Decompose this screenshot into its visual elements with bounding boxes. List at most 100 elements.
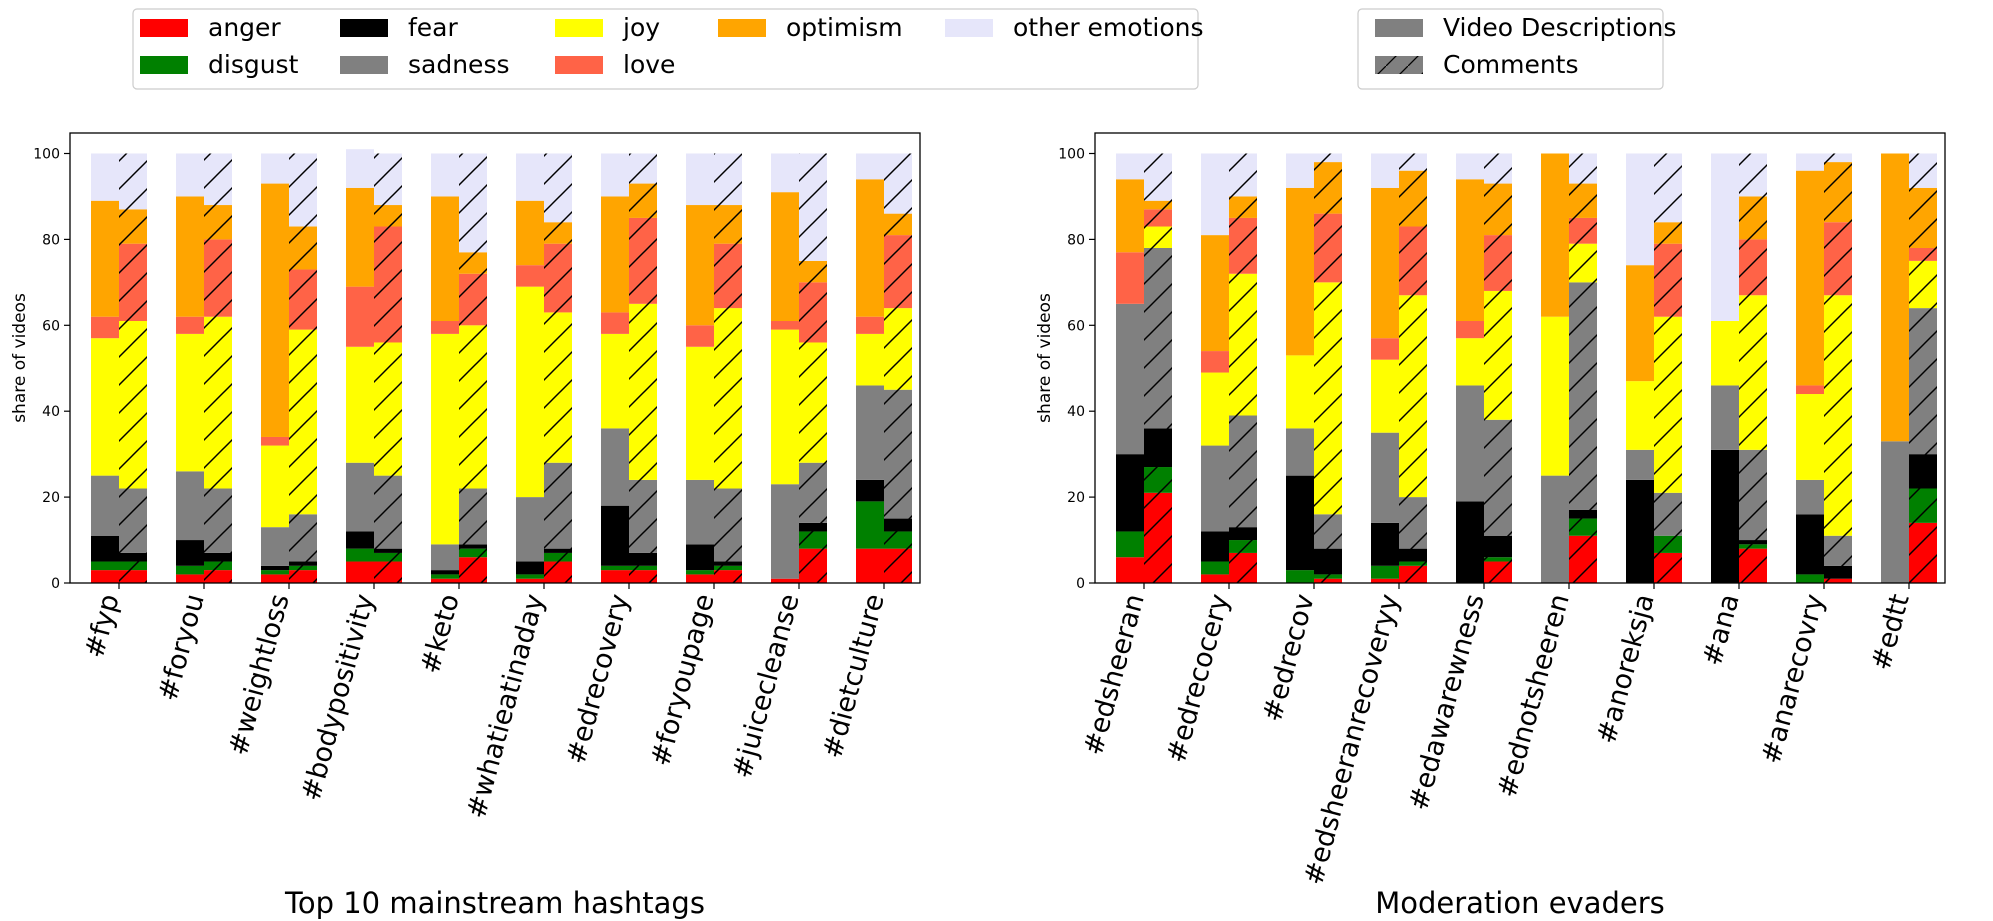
bar-segment-anger: [91, 570, 119, 583]
x-tick-label-ana: #ana: [1697, 591, 1746, 669]
bar-segment-fear: [601, 505, 629, 566]
x-tick-label-edrecovery: #edrecovery: [561, 591, 636, 768]
x-tick-label-edrecov: #edrecov: [1257, 591, 1321, 725]
legend-sources: Video Descriptions Comments: [1357, 8, 1676, 90]
bar-segment-disgust: [1796, 574, 1824, 583]
legend-item-anger: anger: [140, 13, 281, 42]
bar-comments-edsheeran: [1144, 153, 1172, 583]
bar-segment-love: [1456, 321, 1484, 339]
x-tick-label-juicecleanse: #juicecleanse: [727, 591, 806, 782]
bar-segment-other-emotions: [176, 153, 204, 197]
bar-segment-joy: [1371, 359, 1399, 433]
panel-title: Moderation evaders: [1375, 886, 1665, 920]
bar-segment-joy: [686, 346, 714, 480]
legend-swatch-other-emotions: [945, 19, 993, 37]
bar-comments-edrecovery: [629, 153, 657, 583]
bar-segment-joy: [1456, 338, 1484, 386]
bar-segment-love: [1796, 385, 1824, 395]
bar-segment-other-emotions: [1201, 153, 1229, 236]
legend-item-love: love: [555, 50, 675, 79]
x-tick-label-ednotsheeren: #ednotsheeren: [1492, 591, 1576, 801]
bar-segment-joy: [431, 333, 459, 545]
bar-segment-optimism: [431, 196, 459, 322]
legend-item-other-emotions: other emotions: [945, 13, 1204, 42]
bar-segment-disgust: [346, 548, 374, 562]
y-axis: 0 20 40 60 80 100: [1058, 147, 1095, 592]
bar-comments-ana: [1739, 153, 1767, 583]
bar-hatch-overlay: [1144, 153, 1172, 583]
x-tick-label-whatieatinaday: #whatieatinaday: [461, 591, 551, 822]
bar-hatch-overlay: [1399, 153, 1427, 583]
legend-label-optimism: optimism: [786, 13, 903, 42]
legend-swatch-optimism: [718, 19, 766, 37]
bar-segment-disgust: [176, 565, 204, 575]
bar-segment-other-emotions: [1626, 153, 1654, 266]
bar-video-descriptions-edawarewness: [1456, 153, 1484, 583]
bar-segment-love: [771, 321, 799, 330]
bar-segment-joy: [771, 329, 799, 485]
bar-comments-edrecov: [1314, 153, 1342, 583]
x-tick-label-foryoupage: #foryoupage: [645, 591, 721, 770]
bar-segment-other-emotions: [261, 153, 289, 184]
legend-item-joy: joy: [555, 13, 660, 42]
x-tick-label-anarecovry: #anarecovry: [1756, 591, 1831, 767]
bar-segment-fear: [1456, 501, 1484, 583]
bar-segment-optimism: [516, 200, 544, 266]
bar-hatch-overlay: [1229, 153, 1257, 583]
y-tick-label: 60: [1067, 318, 1085, 334]
bar-segment-fear: [91, 535, 119, 562]
bar-segment-other-emotions: [516, 153, 544, 201]
legend-label-love: love: [623, 50, 675, 79]
bar-segment-anger: [1201, 574, 1229, 583]
legend-item-optimism: optimism: [718, 13, 903, 42]
bar-segment-fear: [856, 479, 884, 502]
bar-segment-other-emotions: [686, 153, 714, 206]
bar-segment-joy: [346, 346, 374, 463]
x-tick-label-edsheeran: #edsheeran: [1078, 591, 1151, 759]
bar-segment-sadness: [1201, 445, 1229, 532]
bar-segment-anger: [346, 561, 374, 583]
bar-segment-optimism: [771, 192, 799, 322]
bar-segment-love: [261, 436, 289, 446]
bar-segment-other-emotions: [601, 153, 629, 197]
bar-segment-fear: [176, 540, 204, 566]
bar-segment-love: [431, 321, 459, 334]
y-tick-label: 80: [1067, 232, 1085, 248]
bar-segment-sadness: [1286, 428, 1314, 476]
bar-comments-whatieatinaday: [544, 153, 572, 583]
bar-segment-sadness: [431, 544, 459, 571]
panel-title: Top 10 mainstream hashtags: [284, 886, 705, 920]
bar-segment-optimism: [1286, 187, 1314, 356]
bar-segment-fear: [261, 565, 289, 571]
legend-swatch-love: [555, 56, 603, 74]
bar-segment-other-emotions: [91, 153, 119, 201]
bar-segment-sadness: [346, 462, 374, 532]
y-axis-label: share of videos: [10, 293, 30, 423]
bar-segment-sadness: [1711, 385, 1739, 450]
x-tick-label-bodypositivity: #bodypositivity: [296, 591, 381, 805]
legend-item-sadness: sadness: [340, 50, 510, 79]
y-axis: 0 20 40 60 80 100: [33, 147, 70, 592]
bar-segment-other-emotions: [771, 153, 799, 193]
bar-segment-anger: [1116, 557, 1144, 583]
bar-segment-optimism: [346, 187, 374, 287]
bar-segment-optimism: [686, 205, 714, 326]
bar-segment-sadness: [516, 497, 544, 562]
bar-comments-juicecleanse: [799, 153, 827, 583]
bar-comments-edtt: [1909, 153, 1937, 583]
bar-segment-optimism: [1116, 179, 1144, 253]
axes-frame: [69, 132, 921, 584]
bar-segment-anger: [261, 574, 289, 583]
y-tick-label: 80: [42, 232, 60, 248]
bar-segment-disgust: [1201, 561, 1229, 575]
x-tick-label-weightloss: #weightloss: [223, 591, 296, 759]
bar-hatch-overlay: [629, 153, 657, 583]
legend-swatch-joy: [555, 19, 603, 37]
bar-segment-love: [856, 316, 884, 334]
bar-segment-sadness: [1541, 475, 1569, 583]
bar-segment-love: [601, 312, 629, 334]
y-tick-label: 60: [42, 318, 60, 334]
bar-comments-weightloss: [289, 153, 317, 583]
bar-comments-ednotsheeren: [1569, 153, 1597, 583]
bar-segment-disgust: [856, 501, 884, 549]
